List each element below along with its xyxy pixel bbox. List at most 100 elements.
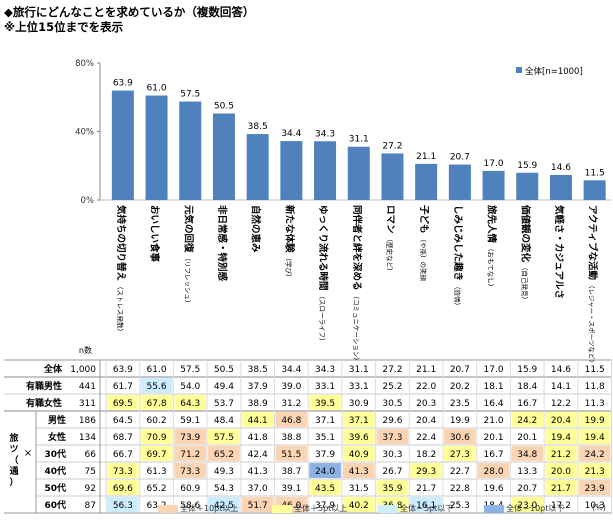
bar — [212, 113, 235, 200]
table-cell: 23.9 — [585, 484, 605, 494]
category-sublabel: （や孫）の笑顔 — [419, 236, 428, 282]
row-label: 全体 — [43, 363, 63, 375]
table-cell: 63.2 — [147, 501, 167, 511]
table-cell: 24.2 — [585, 450, 605, 460]
row-n: 1,000 — [70, 365, 96, 375]
highlight-cell — [309, 463, 341, 478]
bar-value-label: 38.5 — [248, 122, 268, 132]
highlight-cell — [140, 446, 173, 461]
bar-value-label: 57.5 — [180, 90, 200, 100]
bar-value-label: 61.0 — [147, 84, 167, 94]
table-cell: 16.7 — [484, 450, 504, 460]
highlight-cell — [342, 497, 375, 512]
highlight-cell — [174, 429, 207, 444]
table-cell: 54.0 — [180, 382, 200, 392]
table-cell: 16.4 — [484, 399, 504, 409]
highlight-cell — [376, 480, 409, 495]
table-cell: 61.3 — [147, 467, 167, 477]
category-label: 元気の回復（リフレッシュ） — [182, 205, 194, 307]
bar — [246, 134, 269, 200]
bar — [516, 172, 539, 200]
group-label-char: （ — [9, 455, 18, 466]
table-cell: 60.2 — [147, 416, 167, 426]
highlight-cell — [578, 480, 611, 495]
table-cell: 29.6 — [382, 416, 402, 426]
category-label: 旅先人情（おもてなし） — [486, 205, 498, 290]
table-cell: 20.3 — [416, 399, 436, 409]
category-label: ロマン（歴史など） — [384, 205, 395, 275]
table-cell: 30.6 — [450, 433, 470, 443]
table-cell: 38.5 — [248, 365, 268, 375]
high10-swatch — [158, 504, 178, 513]
bar-value-label: 27.2 — [382, 141, 402, 151]
table-cell: 35.9 — [382, 484, 402, 494]
table-cell: 58.6 — [180, 501, 200, 511]
bar-value-label: 34.3 — [315, 129, 335, 139]
bar-value-label: 11.5 — [585, 168, 605, 178]
highlight-cell — [241, 497, 274, 512]
group-label-char: 旅 — [9, 432, 18, 444]
category-label: 自然の恵み — [250, 205, 262, 253]
table-cell: 51.5 — [281, 450, 301, 460]
table-cell: 50.5 — [214, 365, 234, 375]
category-label: 同伴者と絆を深める（コミュニケーション） — [351, 205, 363, 364]
table-cell: 37.0 — [248, 484, 268, 494]
table-cell: 30.3 — [382, 450, 402, 460]
table-cell: 41.3 — [349, 467, 369, 477]
category-sublabel: （旅情） — [453, 283, 462, 309]
page-title: ◆旅行にどんなことを求めているか（複数回答） — [4, 5, 255, 19]
y-tick-label: 0% — [81, 196, 95, 206]
table-cell: 25.2 — [382, 382, 402, 392]
table-cell: 64.3 — [180, 399, 200, 409]
table-cell: 69.7 — [147, 450, 167, 460]
table-cell: 20.1 — [517, 433, 537, 443]
category-label: 価値観の変化（自己発見） — [519, 204, 531, 303]
table-cell: 25.3 — [450, 501, 470, 511]
table-cell: 33.1 — [349, 382, 369, 392]
table-cell: 31.2 — [281, 399, 301, 409]
table-cell: 40.2 — [349, 501, 369, 511]
table-cell: 30.9 — [349, 399, 369, 409]
low10-label: 全体－10pt以下 — [506, 504, 565, 513]
legend-high10: 全体＋10pt以上 — [158, 503, 238, 514]
table-cell: 27.2 — [382, 365, 402, 375]
table-cell: 65.2 — [147, 484, 167, 494]
table-cell: 31.5 — [349, 484, 369, 494]
bar — [347, 146, 370, 200]
table-cell: 14.1 — [551, 382, 571, 392]
table-cell: 41.8 — [248, 433, 268, 443]
highlight-cell — [477, 463, 510, 478]
table-cell: 69.5 — [113, 399, 133, 409]
highlight-cell — [309, 480, 341, 495]
highlight-cell — [140, 395, 173, 410]
table-cell: 10.3 — [585, 501, 605, 511]
row-n: 66 — [85, 450, 97, 460]
page-subtitle: ※上位15位までを表示 — [4, 20, 124, 34]
row-n: 186 — [79, 416, 96, 426]
row-label: 30代 — [44, 448, 66, 460]
table-cell: 19.4 — [551, 433, 571, 443]
table-cell: 20.4 — [416, 416, 436, 426]
table-cell: 73.3 — [180, 467, 200, 477]
table-cell: 42.5 — [214, 501, 234, 511]
bar — [381, 153, 404, 200]
table-cell: 66.7 — [113, 450, 133, 460]
high5-label: 全体＋5pt以上 — [294, 504, 348, 513]
table-cell: 19.9 — [585, 416, 605, 426]
table-cell: 21.1 — [416, 365, 436, 375]
table-cell: 59.1 — [180, 416, 200, 426]
highlight-cell — [275, 446, 308, 461]
y-tick-label: 80% — [75, 59, 94, 69]
table-cell: 21.0 — [484, 416, 504, 426]
category-sublabel: （自己発見） — [520, 264, 529, 303]
high5-swatch — [272, 504, 292, 513]
row-n: 87 — [85, 501, 96, 511]
highlight-cell — [107, 480, 139, 495]
table-cell: 54.3 — [214, 484, 234, 494]
row-n: 75 — [85, 467, 96, 477]
highlight-cell — [376, 429, 409, 444]
table-cell: 13.3 — [517, 467, 537, 477]
highlight-cell — [342, 446, 375, 461]
table-cell: 22.8 — [450, 484, 470, 494]
category-label: しみじみした趣き（旅情） — [452, 205, 464, 309]
